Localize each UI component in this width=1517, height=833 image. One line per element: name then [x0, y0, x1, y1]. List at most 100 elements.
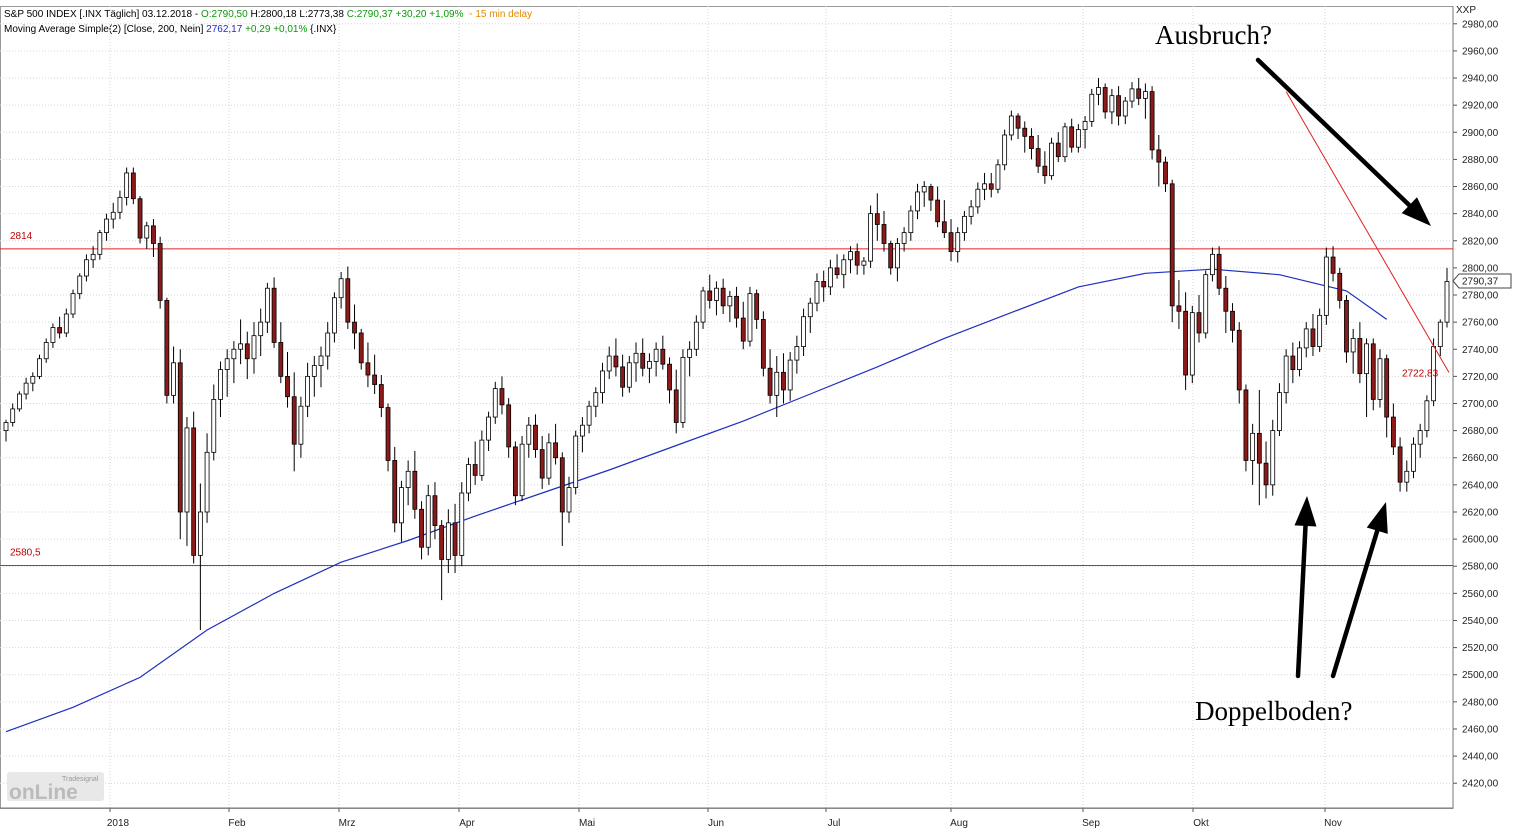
header-symbol: S&P 500 INDEX [.INX Täglich] 03.12.2018 … [4, 9, 199, 20]
candle-body-up [1277, 392, 1282, 432]
candle-body-up [1109, 95, 1115, 113]
candle [747, 286, 753, 347]
header-change-pct: +1,09% [429, 9, 464, 20]
candle-body-up [110, 211, 116, 220]
candle [1183, 292, 1189, 390]
candle [1437, 319, 1443, 357]
candle-body-up [23, 382, 29, 395]
candle [1055, 132, 1061, 163]
candle-body-down [1370, 343, 1376, 400]
candle [647, 353, 652, 384]
candle-body-down [291, 396, 297, 445]
candle [781, 353, 786, 404]
candle [224, 349, 230, 397]
candle-body-down [278, 342, 284, 377]
candle [1203, 270, 1209, 339]
header-line-1: S&P 500 INDEX [.INX Täglich] 03.12.2018 … [4, 9, 532, 20]
logo-small-text: Tradesignal [62, 776, 99, 783]
candle-body-up [338, 278, 344, 299]
candle-body-down [1243, 389, 1249, 461]
candle [1250, 423, 1256, 485]
candle [1243, 384, 1249, 472]
candle-body-up [218, 369, 223, 400]
candle-body-down [1149, 91, 1155, 151]
candle-body-up [1203, 274, 1209, 334]
candle [352, 304, 357, 350]
y-tick-label: 2960,00 [1462, 46, 1499, 57]
candle [298, 396, 304, 458]
candle-body-down [935, 199, 941, 223]
candle [834, 254, 840, 279]
candle-body-up [801, 316, 806, 347]
candle [1029, 128, 1034, 160]
candle-body-up [714, 287, 719, 301]
candle-body-down [1384, 358, 1390, 418]
candle [17, 391, 22, 412]
candle-body-down [412, 470, 418, 510]
candle-body-up [915, 191, 920, 212]
candle [754, 289, 760, 329]
arrow-shaft [1295, 523, 1308, 679]
candle-body-up [727, 295, 733, 307]
y-tick-label: 2500,00 [1462, 670, 1499, 681]
x-tick-label: Nov [1324, 818, 1342, 829]
candle [660, 335, 666, 370]
candle [84, 254, 89, 282]
candle [519, 436, 525, 502]
candle-body-up [144, 225, 150, 239]
candle [787, 351, 793, 401]
candle [506, 398, 512, 458]
candle-body-up [580, 424, 585, 437]
candle-body-up [1437, 321, 1443, 347]
candle [700, 286, 706, 329]
candle [1116, 86, 1121, 126]
arrow-head [1294, 496, 1317, 527]
x-tick-label: Apr [459, 818, 475, 829]
candle [667, 357, 672, 404]
candle [1156, 134, 1162, 187]
candle-body-down [1029, 135, 1034, 149]
x-tick-label: Sep [1082, 818, 1100, 829]
candle-body-up [479, 439, 485, 476]
candle [1223, 276, 1229, 333]
candle-body-up [77, 275, 83, 295]
candle [1210, 247, 1215, 282]
candle [1397, 437, 1403, 492]
candle [573, 430, 579, 495]
level-label: 2580,5 [10, 548, 41, 559]
candle [110, 202, 116, 229]
candle-body-down [1035, 148, 1041, 167]
candle-body-up [1075, 129, 1081, 148]
candle-body-up [258, 321, 264, 337]
candle [1015, 113, 1021, 140]
candle [1263, 441, 1269, 499]
candle [915, 183, 920, 220]
candle-body-down [559, 457, 565, 513]
candle-body-down [888, 243, 894, 269]
candle [1002, 129, 1008, 171]
candle [948, 219, 954, 262]
candle-body-down [640, 352, 646, 369]
candle [57, 316, 63, 339]
candle [285, 351, 290, 408]
candle [191, 411, 197, 564]
candle [1290, 342, 1296, 384]
candle [1424, 395, 1430, 438]
candle-body-up [1062, 126, 1068, 158]
candle [325, 322, 331, 370]
candle-body-down [378, 384, 384, 408]
candle [1277, 383, 1282, 437]
candle [137, 196, 143, 244]
y-tick-label: 2620,00 [1462, 507, 1499, 518]
candle [1297, 341, 1302, 377]
candle [559, 452, 565, 546]
candle-body-up [466, 464, 471, 494]
candle [177, 349, 183, 540]
candle [821, 270, 827, 302]
candle-body-down [754, 293, 760, 320]
candle [640, 338, 646, 377]
candle [332, 292, 337, 343]
candle-body-up [519, 443, 525, 497]
candle [151, 219, 156, 258]
